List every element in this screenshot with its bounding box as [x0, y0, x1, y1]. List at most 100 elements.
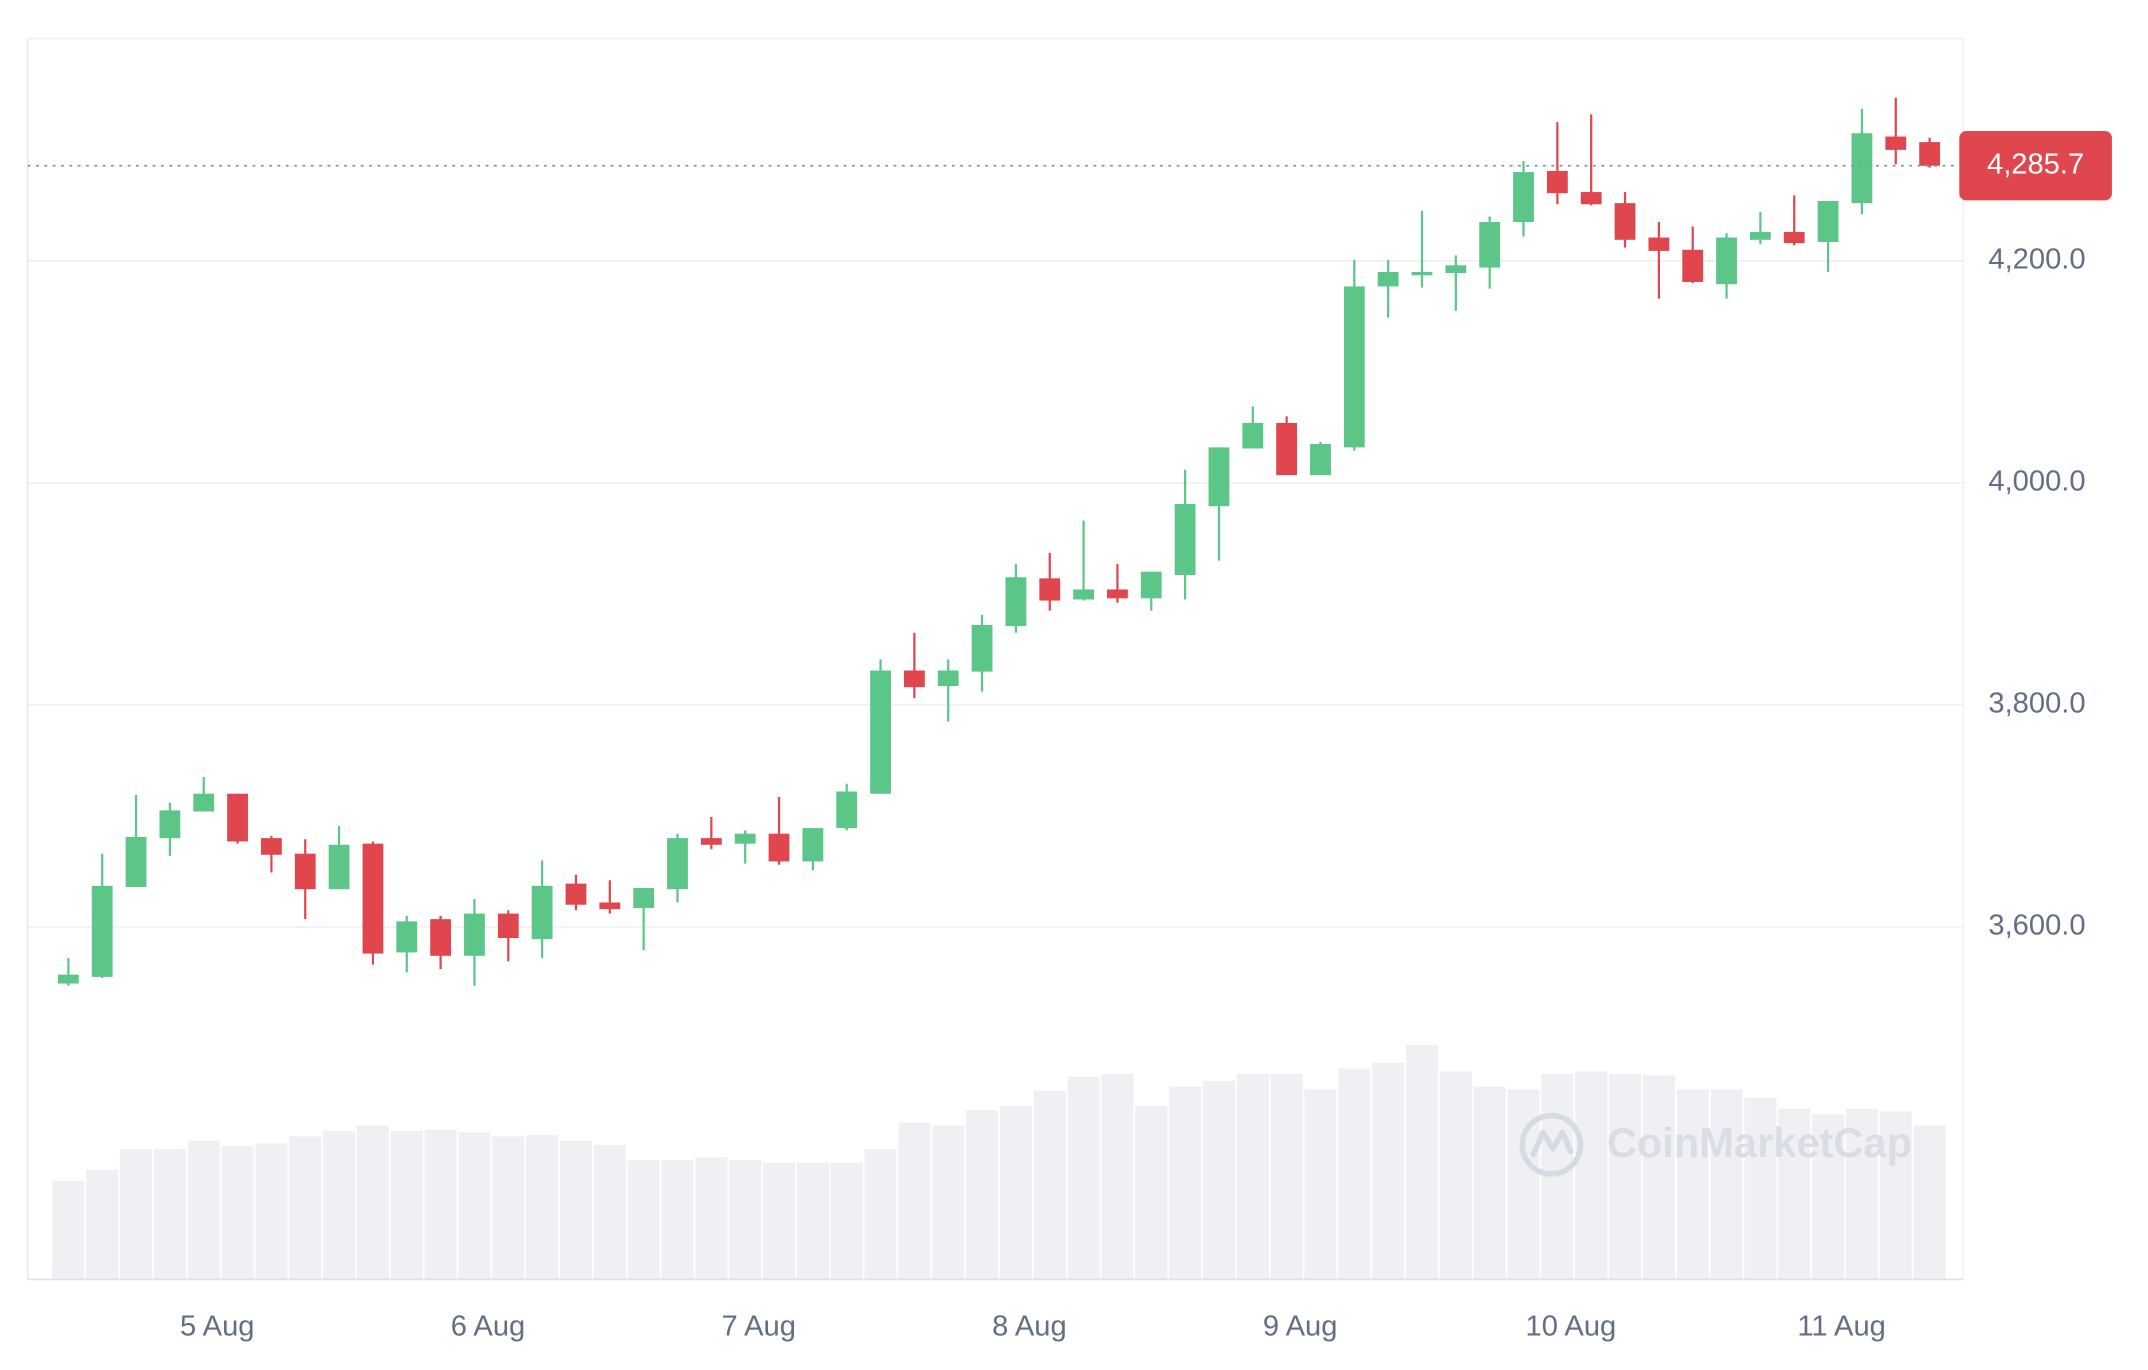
- grid-layer: [27, 260, 1964, 928]
- volume-bar: [1811, 1114, 1845, 1280]
- watermark: CoinMarketCap: [1607, 1119, 1912, 1166]
- volume-bar: [458, 1132, 491, 1280]
- candle-body: [903, 670, 925, 688]
- volume-bar: [695, 1157, 728, 1280]
- candle-body: [1073, 589, 1094, 600]
- x-tick-label: 5 Aug: [180, 1311, 255, 1343]
- volume-bar: [424, 1129, 457, 1280]
- candle-body: [1411, 271, 1433, 276]
- volume-bar: [1236, 1074, 1269, 1280]
- candle-body: [1310, 444, 1331, 476]
- volume-bar: [1439, 1071, 1472, 1280]
- volume-bar: [1473, 1086, 1506, 1280]
- candle-body: [1817, 200, 1839, 243]
- candle-body: [768, 833, 790, 862]
- candle-body: [1005, 577, 1027, 627]
- candle-body: [1851, 133, 1873, 204]
- volume-bar: [1676, 1089, 1709, 1280]
- candle-body: [193, 793, 215, 812]
- volume-bar: [1405, 1044, 1439, 1280]
- volume-bar: [323, 1130, 356, 1280]
- candle-body: [1242, 422, 1264, 449]
- y-tick-label: 3,600.0: [1988, 910, 2085, 942]
- candle-body: [1546, 170, 1568, 194]
- volume-bar: [1169, 1086, 1202, 1280]
- candle-body: [836, 791, 858, 829]
- volume-bar: [1304, 1089, 1337, 1280]
- volume-bar: [52, 1180, 85, 1280]
- candle-body: [260, 838, 282, 855]
- volume-bar: [1338, 1068, 1371, 1280]
- x-tick-label: 11 Aug: [1797, 1311, 1886, 1343]
- volume-bar: [627, 1160, 660, 1280]
- volume-bar: [999, 1105, 1032, 1280]
- candle-body: [1039, 578, 1061, 601]
- volume-bar: [1575, 1071, 1608, 1280]
- volume-bar: [1710, 1089, 1743, 1280]
- volume-bar: [796, 1162, 829, 1280]
- volume-bar: [932, 1125, 965, 1280]
- volume-bar: [86, 1169, 119, 1280]
- volume-bar: [559, 1140, 593, 1280]
- volume-bar: [390, 1130, 423, 1280]
- volume-bar: [830, 1162, 863, 1280]
- candle-body: [565, 883, 587, 905]
- candle-body: [1208, 447, 1230, 507]
- label-layer: 3,600.0 3,800.0 4,000.0 4,200.0 5 Aug 6 Aug 7 …: [180, 131, 2112, 1343]
- candle-body: [1716, 237, 1737, 285]
- candle-body: [227, 793, 248, 842]
- volume-bar: [1067, 1076, 1100, 1280]
- candle-body: [1580, 192, 1602, 205]
- volume-bar: [1202, 1080, 1236, 1280]
- candle-body: [1749, 232, 1771, 240]
- volume-bar: [1541, 1074, 1574, 1280]
- candle-body: [1174, 503, 1196, 576]
- volume-bar: [1845, 1108, 1879, 1280]
- volume-bar: [729, 1160, 762, 1280]
- candle-layer: [27, 97, 1960, 986]
- y-tick-label: 4,000.0: [1988, 466, 2085, 498]
- candle-body: [1919, 142, 1941, 166]
- x-tick-label: 9 Aug: [1263, 1311, 1338, 1343]
- volume-bar: [1135, 1105, 1168, 1280]
- candle-body: [1513, 172, 1534, 223]
- candle-body: [328, 844, 350, 890]
- candle-body: [1614, 203, 1636, 240]
- candle-body: [125, 837, 147, 887]
- candle-body: [1682, 249, 1704, 282]
- candle-body: [531, 885, 553, 940]
- volume-bar: [1744, 1097, 1777, 1280]
- volume-layer: [52, 1044, 1946, 1280]
- candle-body: [599, 902, 621, 910]
- candle-body: [1276, 422, 1298, 476]
- x-tick-label: 8 Aug: [992, 1311, 1067, 1343]
- volume-bar: [1608, 1074, 1642, 1280]
- candle-body: [734, 833, 756, 844]
- candle-body: [1885, 136, 1907, 150]
- candle-body: [1648, 237, 1670, 251]
- volume-bar: [661, 1160, 694, 1280]
- candle-body: [57, 974, 79, 984]
- x-tick-label: 7 Aug: [721, 1311, 796, 1343]
- candle-body: [91, 885, 113, 977]
- candle-body: [294, 853, 316, 890]
- y-tick-label: 4,200.0: [1988, 244, 2085, 276]
- candle-body: [362, 843, 384, 954]
- y-tick-label: 3,800.0: [1988, 688, 2085, 720]
- candle-body: [802, 828, 824, 862]
- volume-bar: [526, 1135, 559, 1280]
- candle-body: [1445, 265, 1467, 274]
- volume-bar: [593, 1144, 626, 1280]
- candle-body: [396, 921, 418, 953]
- candle-body: [971, 624, 993, 672]
- volume-bar: [187, 1140, 220, 1280]
- volume-bar: [119, 1148, 153, 1280]
- volume-bar: [1033, 1090, 1066, 1280]
- last-price-box: [1959, 131, 2112, 201]
- volume-bar: [965, 1110, 999, 1280]
- candle-body: [1783, 232, 1805, 244]
- volume-bar: [1101, 1074, 1134, 1280]
- candle-body: [1140, 571, 1162, 599]
- volume-bar: [255, 1143, 288, 1280]
- volume-bar: [898, 1122, 931, 1280]
